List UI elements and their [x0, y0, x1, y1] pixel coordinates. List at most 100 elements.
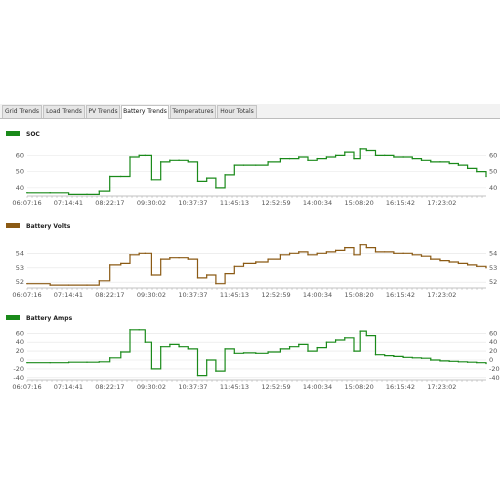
data-point — [138, 252, 140, 255]
tab-load-trends[interactable]: Load Trends — [43, 105, 85, 118]
data-point — [485, 362, 487, 365]
data-point — [120, 175, 122, 178]
data-point — [224, 272, 226, 275]
data-point — [353, 254, 355, 256]
tab-bar: Grid Trends Load Trends PV Trends Batter… — [0, 104, 500, 119]
data-point — [457, 164, 460, 166]
y-tick-label-right: 40 — [489, 338, 497, 346]
data-point — [159, 258, 162, 260]
data-point — [159, 161, 162, 163]
data-point — [26, 192, 28, 194]
data-point — [169, 159, 171, 161]
data-point — [138, 329, 140, 331]
data-point — [365, 246, 367, 249]
data-point — [169, 343, 171, 346]
x-tick-label: 16:15:42 — [386, 199, 415, 207]
data-point — [402, 156, 404, 158]
y-tick-label-left: 20 — [16, 347, 24, 355]
data-point — [205, 359, 208, 361]
data-point — [233, 265, 236, 268]
data-point — [267, 258, 269, 260]
data-point — [215, 187, 217, 189]
y-tick-label-left: 60 — [16, 151, 24, 159]
data-point — [196, 180, 199, 183]
trends-panel: Grid Trends Load Trends PV Trends Batter… — [0, 104, 500, 392]
legend-label: Battery Volts — [26, 223, 71, 230]
data-point — [307, 350, 309, 352]
x-tick-label: 08:22:17 — [95, 291, 124, 299]
data-point — [288, 345, 291, 348]
data-point — [430, 359, 432, 361]
data-point — [466, 361, 469, 363]
data-point — [485, 267, 487, 269]
data-point — [255, 164, 257, 166]
data-point — [233, 352, 236, 355]
y-tick-label-right: 60 — [489, 151, 497, 159]
data-point — [298, 343, 300, 346]
legend-label: SOC — [26, 131, 40, 138]
data-point — [196, 277, 199, 279]
data-point — [109, 175, 111, 178]
x-tick-label: 06:07:16 — [12, 291, 41, 299]
data-point — [67, 361, 70, 363]
x-tick-label: 17:23:02 — [427, 383, 456, 391]
data-point — [120, 351, 122, 353]
data-point — [420, 159, 423, 161]
y-tick-label-right: -40 — [489, 374, 500, 382]
y-tick-label-right: 54 — [489, 249, 497, 257]
data-point — [242, 262, 245, 265]
x-tick-label: 11:45:13 — [220, 383, 249, 391]
data-point — [49, 361, 51, 364]
tab-hour-totals[interactable]: Hour Totals — [217, 105, 257, 118]
x-tick-label: 11:45:13 — [220, 291, 249, 299]
data-point — [224, 174, 226, 176]
data-point — [476, 361, 478, 364]
data-point — [233, 164, 236, 166]
data-point — [67, 193, 70, 196]
data-point — [129, 156, 131, 158]
data-point — [26, 361, 28, 364]
data-point — [187, 348, 189, 350]
data-point — [307, 159, 309, 161]
data-point — [402, 252, 404, 255]
y-tick-label-right: 52 — [489, 278, 497, 286]
x-tick-label: 14:00:34 — [303, 291, 332, 299]
data-point — [150, 179, 153, 181]
tab-grid-trends[interactable]: Grid Trends — [2, 105, 42, 118]
x-tick-label: 07:14:41 — [54, 383, 83, 391]
data-point — [288, 157, 291, 160]
x-tick-label: 07:14:41 — [54, 199, 83, 207]
tab-battery-trends[interactable]: Battery Trends — [121, 105, 169, 119]
y-tick-label-right: 40 — [489, 184, 497, 192]
data-point — [402, 356, 404, 359]
y-tick-label-left: 60 — [16, 329, 24, 337]
data-point — [224, 348, 226, 350]
data-point — [411, 254, 414, 256]
data-point — [144, 341, 147, 343]
data-point — [129, 254, 131, 256]
data-point — [457, 361, 460, 363]
data-point — [298, 156, 300, 158]
data-point — [359, 148, 361, 150]
tab-pv-trends[interactable]: PV Trends — [86, 105, 120, 118]
chart-0: SOC 40 40 50 50 60 60 06:07:16 07:14:41 08:22:17 0… — [6, 131, 497, 207]
data-point — [325, 341, 328, 343]
tab-temperatures[interactable]: Temperatures — [170, 105, 216, 118]
y-tick-label-left: 40 — [16, 184, 24, 192]
data-point — [411, 157, 414, 160]
data-point — [187, 258, 189, 260]
x-tick-label: 09:30:02 — [137, 383, 166, 391]
legend-swatch — [6, 131, 20, 136]
charts-area: SOC 40 40 50 50 60 60 06:07:16 07:14:41 08:22:17 0… — [6, 131, 500, 391]
data-point — [476, 170, 478, 173]
data-point — [86, 284, 88, 286]
data-point — [120, 262, 122, 265]
data-point — [159, 345, 162, 348]
data-point — [109, 357, 111, 359]
data-point — [359, 330, 361, 332]
data-point — [411, 357, 414, 359]
data-point — [353, 350, 355, 352]
data-point — [86, 361, 88, 363]
x-tick-label: 15:08:20 — [345, 199, 374, 207]
y-tick-label-left: 52 — [16, 278, 24, 286]
